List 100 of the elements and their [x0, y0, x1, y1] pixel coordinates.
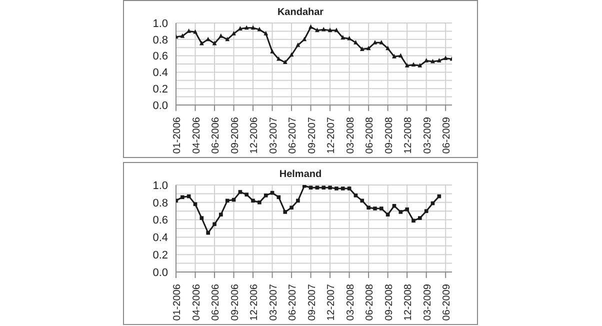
- point: [392, 204, 396, 208]
- point: [283, 210, 288, 214]
- y-tick-label: 0.2: [152, 250, 168, 262]
- point: [270, 49, 274, 54]
- x-tick-label: 06-2009: [442, 284, 453, 321]
- x-tick-label: 03-2008: [345, 116, 356, 154]
- point: [424, 209, 428, 213]
- x-tick-label: 06-2007: [288, 116, 299, 154]
- point: [360, 46, 364, 51]
- point: [328, 186, 332, 190]
- point: [218, 33, 224, 38]
- y-tick-label: 1.0: [152, 18, 168, 30]
- point: [366, 46, 371, 50]
- x-tick-label: 12-2006: [249, 284, 260, 321]
- point: [264, 30, 268, 36]
- point: [334, 28, 339, 32]
- point: [443, 56, 448, 60]
- chart-title: Helmand: [278, 169, 323, 180]
- point: [424, 58, 429, 62]
- point: [296, 42, 300, 47]
- point: [264, 194, 268, 198]
- point: [290, 206, 294, 210]
- point: [308, 186, 313, 190]
- point: [212, 222, 216, 226]
- x-tick-label: 06-2006: [210, 284, 222, 321]
- point: [206, 36, 210, 42]
- y-tick-label: 0.6: [152, 50, 168, 63]
- point: [315, 28, 320, 32]
- x-tick-label: 12-2008: [403, 284, 414, 321]
- point: [322, 186, 326, 190]
- x-tick-label: 06-2007: [288, 284, 299, 321]
- x-tick-label: 06-2008: [364, 116, 376, 154]
- x-tick-label: 01-2006: [172, 116, 183, 154]
- point: [186, 28, 192, 33]
- point: [258, 200, 262, 204]
- point: [404, 62, 410, 68]
- point: [354, 40, 358, 44]
- point: [372, 40, 378, 44]
- x-tick-label: 09-2007: [306, 284, 318, 321]
- x-tick-label: 12-2007: [326, 284, 338, 321]
- point: [398, 53, 403, 58]
- x-tick-label: 09-2008: [384, 284, 395, 321]
- y-tick-label: 0.2: [152, 84, 168, 96]
- x-tick-label: 01-2006: [172, 284, 183, 321]
- point: [302, 185, 306, 188]
- y-tick-label: 1.0: [152, 180, 168, 192]
- point: [315, 186, 320, 190]
- y-tick-label: 0.0: [152, 266, 168, 279]
- point: [354, 194, 358, 198]
- x-tick-label: 12-2008: [403, 116, 414, 154]
- x-tick-label: 03-2009: [422, 284, 434, 321]
- x-tick-label: 06-2006: [210, 116, 222, 154]
- point: [366, 206, 370, 210]
- y-tick-label: 0.8: [152, 34, 168, 46]
- point: [232, 30, 236, 36]
- point: [244, 192, 249, 196]
- x-tick-label: 03-2007: [268, 116, 280, 154]
- x-tick-label: 09-2007: [306, 116, 318, 154]
- point: [219, 212, 223, 216]
- x-tick-label: 06-2009: [442, 116, 453, 154]
- point: [289, 52, 294, 57]
- point: [180, 195, 184, 200]
- point: [296, 198, 300, 203]
- point: [411, 62, 416, 67]
- point: [340, 186, 345, 190]
- point: [328, 28, 332, 32]
- point: [418, 62, 422, 68]
- y-tick-label: 0.6: [152, 214, 168, 227]
- point: [250, 25, 256, 30]
- point: [373, 206, 377, 210]
- point: [398, 210, 403, 214]
- x-tick-label: 09-2006: [230, 284, 241, 321]
- point: [379, 40, 384, 44]
- point: [347, 36, 352, 40]
- x-tick-label: 12-2007: [326, 116, 338, 154]
- x-tick-label: 04-2006: [191, 116, 202, 154]
- point: [436, 58, 442, 62]
- point: [412, 218, 416, 223]
- point: [244, 25, 249, 30]
- point: [193, 202, 198, 206]
- point: [282, 60, 288, 64]
- x-tick-label: 09-2006: [230, 116, 241, 154]
- chart-title: Kandahar: [276, 7, 325, 18]
- point: [200, 216, 204, 220]
- x-tick-label: 12-2006: [249, 116, 260, 154]
- x-tick-label: 09-2008: [384, 116, 395, 154]
- point: [225, 36, 230, 42]
- point: [199, 40, 204, 46]
- point: [302, 36, 307, 42]
- point: [386, 46, 390, 50]
- x-tick-label: 04-2006: [191, 284, 202, 321]
- point: [405, 207, 409, 212]
- point: [347, 186, 352, 190]
- y-tick-label: 0.0: [152, 100, 168, 112]
- point: [308, 24, 313, 29]
- point: [386, 212, 390, 216]
- point: [340, 35, 346, 40]
- x-tick-label: 03-2007: [268, 284, 280, 321]
- line-series: [176, 24, 452, 68]
- y-tick-label: 0.4: [152, 232, 168, 244]
